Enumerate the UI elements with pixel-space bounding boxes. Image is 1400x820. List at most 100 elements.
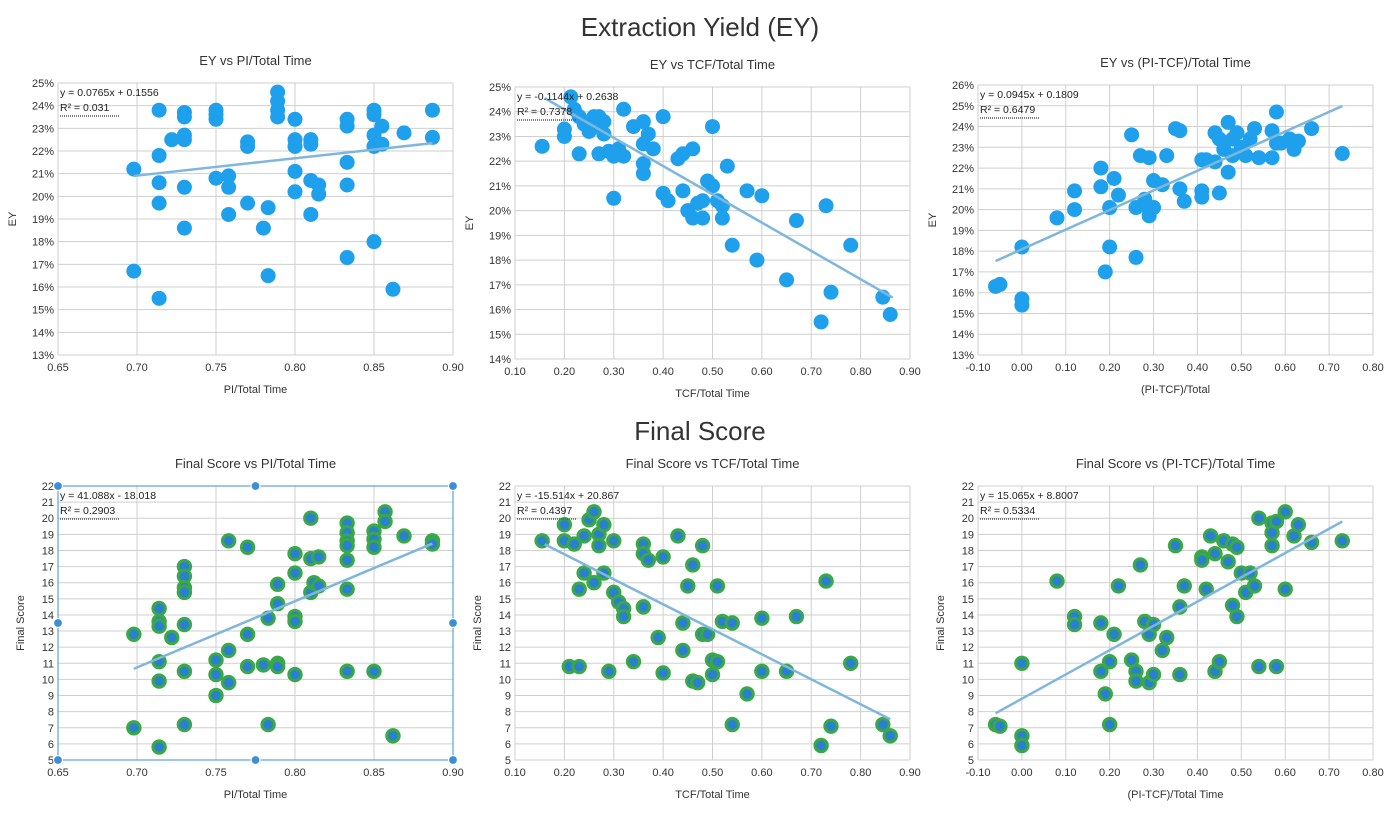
data-point[interactable] (287, 138, 303, 154)
data-point[interactable] (1014, 737, 1030, 754)
data-point[interactable] (1229, 608, 1245, 625)
data-point[interactable] (151, 739, 167, 755)
data-point[interactable] (596, 516, 612, 533)
data-point[interactable] (424, 102, 440, 118)
data-point[interactable] (1067, 202, 1083, 218)
data-point[interactable] (221, 168, 237, 184)
data-point[interactable] (606, 533, 622, 549)
data-point[interactable] (1172, 181, 1188, 197)
data-point[interactable] (635, 166, 651, 182)
data-point[interactable] (1093, 179, 1109, 195)
data-point[interactable] (1176, 578, 1192, 594)
data-point[interactable] (1014, 655, 1030, 671)
trendline-equation[interactable]: y = 15.065x + 8.8007 (980, 490, 1079, 502)
data-point[interactable] (151, 290, 167, 306)
data-point[interactable] (1264, 150, 1280, 166)
data-point[interactable] (724, 615, 740, 631)
data-point[interactable] (635, 599, 652, 615)
data-point[interactable] (424, 129, 440, 145)
data-point[interactable] (705, 119, 720, 135)
data-point[interactable] (220, 642, 237, 659)
data-point[interactable] (208, 652, 224, 668)
data-point[interactable] (176, 132, 192, 148)
resize-handle[interactable] (52, 754, 64, 766)
data-point[interactable] (1207, 545, 1223, 562)
data-point[interactable] (566, 536, 582, 552)
data-point[interactable] (239, 658, 256, 675)
data-point[interactable] (1167, 537, 1184, 554)
data-point[interactable] (571, 658, 587, 675)
data-point[interactable] (374, 118, 390, 134)
data-point[interactable] (339, 552, 355, 568)
data-point[interactable] (1145, 666, 1162, 683)
data-point[interactable] (260, 200, 276, 216)
data-point[interactable] (1093, 663, 1109, 680)
data-point[interactable] (823, 718, 839, 734)
data-point[interactable] (843, 655, 859, 671)
data-point[interactable] (1172, 666, 1188, 683)
data-point[interactable] (1268, 658, 1285, 675)
r-squared[interactable]: R² = 0.6479 (980, 104, 1035, 116)
data-point[interactable] (754, 188, 770, 204)
data-point[interactable] (640, 126, 656, 142)
data-point[interactable] (151, 600, 167, 617)
data-point[interactable] (705, 178, 720, 194)
data-point[interactable] (1141, 150, 1157, 166)
data-point[interactable] (1194, 552, 1210, 568)
data-point[interactable] (788, 608, 805, 625)
data-point[interactable] (655, 665, 671, 681)
data-point[interactable] (385, 281, 401, 297)
data-point[interactable] (680, 578, 696, 594)
data-point[interactable] (151, 148, 167, 164)
r-squared[interactable]: R² = 0.031 (60, 102, 109, 114)
data-point[interactable] (1049, 210, 1065, 226)
data-point[interactable] (287, 545, 303, 562)
data-point[interactable] (675, 642, 691, 659)
data-point[interactable] (377, 513, 393, 530)
data-point[interactable] (724, 716, 740, 733)
data-point[interactable] (270, 109, 286, 125)
chart-ey-vs-pi[interactable]: EY vs PI/Total Time 13% 14% 15% 16% 17% 18% 19%… (0, 45, 464, 405)
data-point[interactable] (695, 210, 711, 226)
data-point[interactable] (208, 687, 224, 704)
trendline-equation[interactable]: y = -0.1144x + 0.2638 (517, 91, 619, 103)
data-point[interactable] (992, 718, 1008, 734)
data-point[interactable] (670, 528, 686, 544)
data-point[interactable] (779, 272, 795, 288)
data-point[interactable] (1106, 626, 1122, 642)
chart-ey-vs-pi-tcf[interactable]: EY vs (PI-TCF)/Total Time 13% 14% 15% 16% 17%… (920, 45, 1390, 405)
data-point[interactable] (596, 114, 612, 130)
data-point[interactable] (396, 528, 412, 544)
data-point[interactable] (695, 193, 711, 209)
data-point[interactable] (1264, 537, 1280, 554)
data-point[interactable] (208, 170, 224, 186)
data-point[interactable] (1251, 150, 1267, 166)
data-point[interactable] (1101, 716, 1118, 733)
data-point[interactable] (339, 177, 355, 193)
data-point[interactable] (689, 674, 706, 691)
data-point[interactable] (1154, 642, 1171, 659)
data-point[interactable] (1211, 653, 1228, 670)
data-point[interactable] (586, 575, 602, 591)
data-point[interactable] (126, 720, 142, 736)
resize-handle[interactable] (250, 480, 261, 492)
data-point[interactable] (1268, 513, 1285, 530)
data-point[interactable] (1159, 629, 1175, 646)
data-point[interactable] (151, 618, 167, 634)
data-point[interactable] (685, 141, 701, 157)
data-point[interactable] (754, 610, 770, 626)
data-point[interactable] (992, 276, 1008, 292)
data-point[interactable] (655, 109, 671, 125)
data-point[interactable] (576, 565, 592, 581)
data-point[interactable] (1128, 673, 1144, 689)
data-point[interactable] (1304, 121, 1320, 137)
chart-final-score-vs-pi-tcf[interactable]: Final Score vs (PI-TCF)/Total Time 5 6 7 8 9 1… (920, 452, 1390, 812)
data-point[interactable] (287, 565, 303, 581)
data-point[interactable] (1251, 658, 1267, 675)
data-point[interactable] (240, 138, 256, 154)
data-point[interactable] (571, 581, 587, 597)
data-point[interactable] (220, 533, 237, 549)
data-point[interactable] (176, 716, 193, 733)
data-point[interactable] (311, 186, 327, 202)
data-point[interactable] (1247, 121, 1262, 137)
